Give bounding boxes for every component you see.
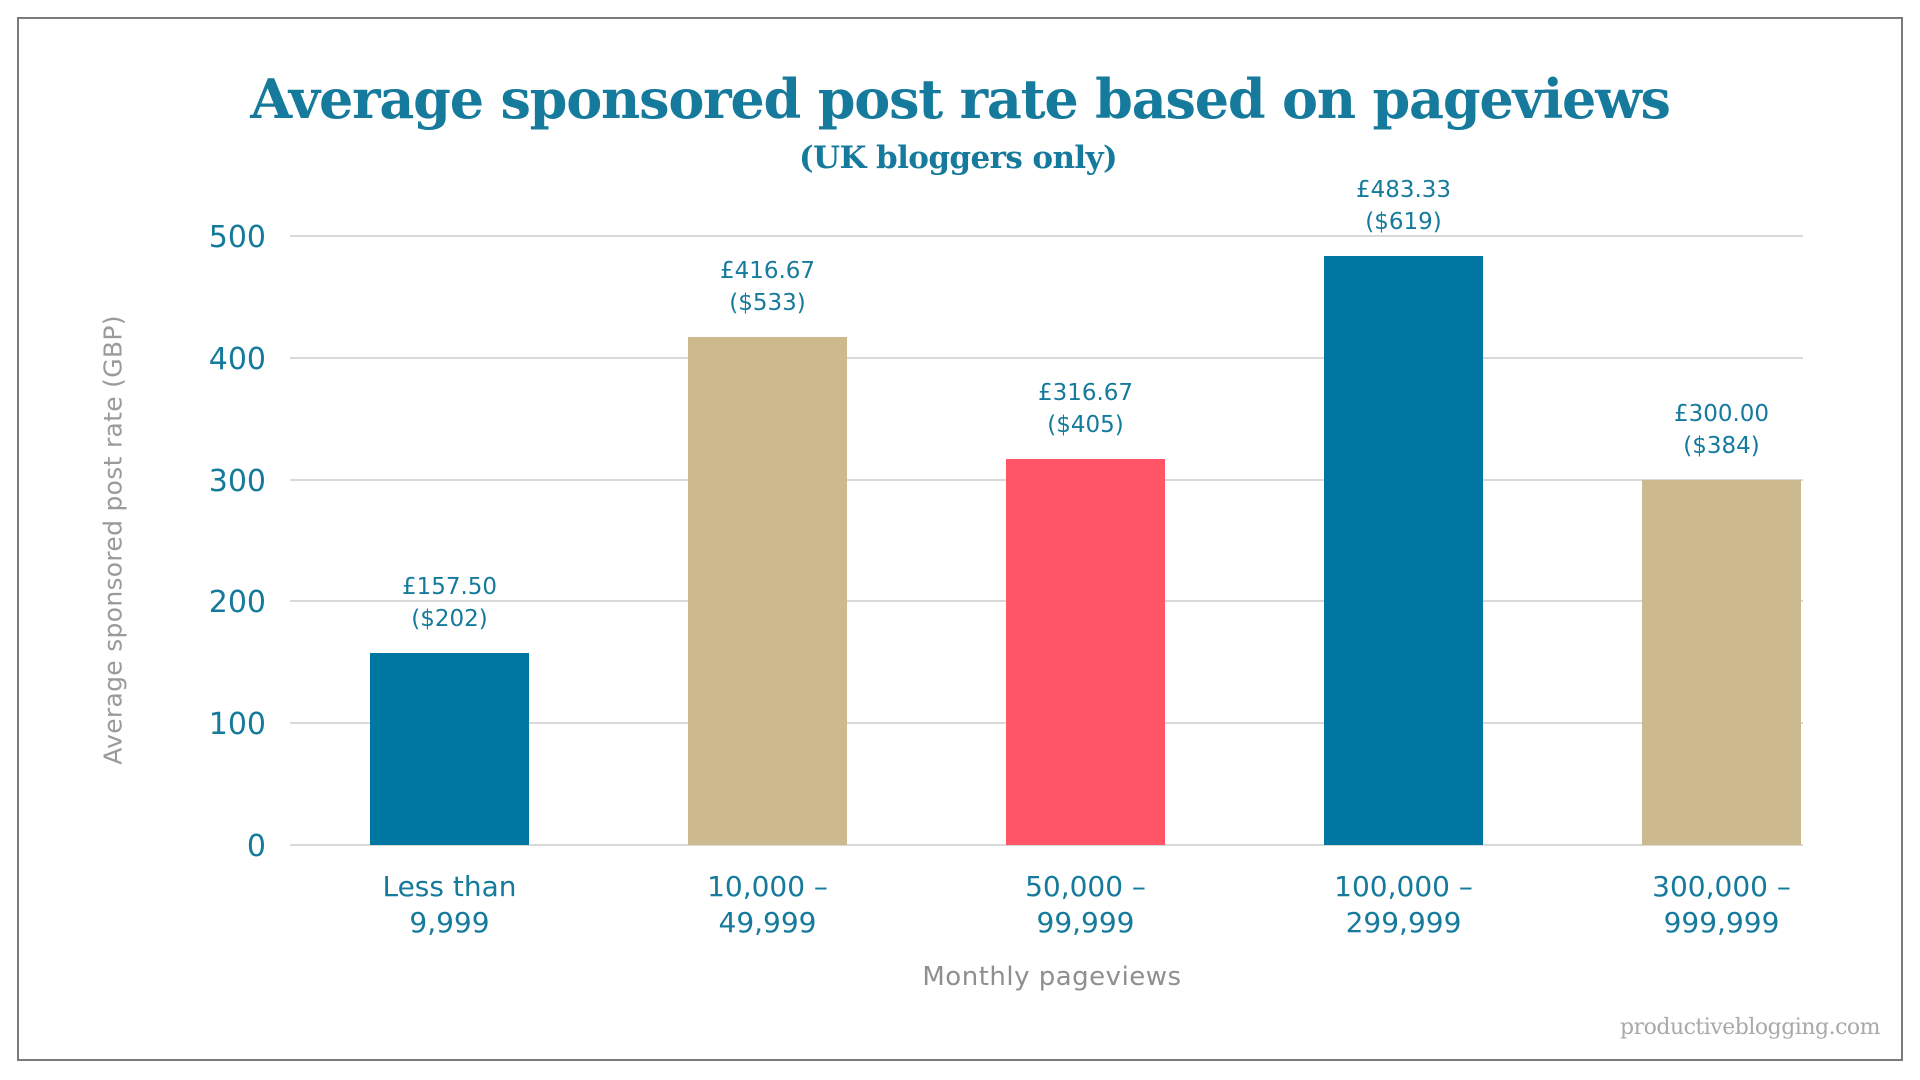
y-tick-label: 400	[208, 341, 266, 377]
y-tick-label: 200	[208, 585, 266, 621]
data-label-usd: ($202)	[411, 606, 488, 633]
gridline	[290, 844, 1803, 846]
data-label-gbp: £300.00	[1673, 400, 1770, 427]
y-tick-label: 500	[208, 220, 266, 255]
data-label: £157.50 ($202)	[340, 571, 560, 635]
x-axis-title: Monthly pageviews	[922, 962, 1182, 992]
data-label-gbp: £483.33	[1355, 177, 1452, 204]
x-tick-label-line: 999,999	[1663, 906, 1780, 939]
data-label-gbp: £316.67	[1037, 380, 1134, 407]
x-tick-label-line: 49,999	[718, 906, 817, 939]
y-tick-label: 100	[208, 707, 266, 743]
gridline	[290, 356, 1803, 359]
y-tick-label: 300	[208, 463, 266, 499]
bar	[1642, 479, 1801, 845]
data-label-usd: ($533)	[729, 290, 806, 317]
data-label-gbp: £157.50	[401, 574, 498, 601]
data-label: £300.00 ($384)	[1612, 398, 1832, 462]
x-tick-label-line: 299,999	[1345, 906, 1462, 939]
gridline	[290, 235, 1803, 237]
y-axis-title: Average sponsored post rate (GBP)	[98, 315, 128, 765]
y-tick-label: 0	[246, 829, 266, 864]
x-tick-label-line: 300,000 –	[1652, 870, 1791, 903]
bar	[370, 653, 529, 845]
data-label-gbp: £416.67	[719, 258, 816, 285]
data-label-usd: ($405)	[1047, 412, 1124, 439]
x-tick-label-line: 50,000 –	[1025, 870, 1146, 903]
data-label: £316.67 ($405)	[976, 377, 1196, 441]
data-label-usd: ($384)	[1683, 432, 1760, 459]
data-label: £483.33 ($619)	[1294, 174, 1514, 238]
x-tick-label-line: 99,999	[1036, 906, 1135, 939]
watermark: productiveblogging.com	[1620, 1015, 1880, 1040]
chart-title: Average sponsored post rate based on pag…	[250, 67, 1671, 131]
x-tick-label-line: 9,999	[409, 906, 490, 939]
x-tick-label: 50,000 –99,999	[956, 869, 1216, 941]
x-tick-label: 300,000 –999,999	[1592, 869, 1852, 941]
x-tick-label-line: 10,000 –	[707, 870, 828, 903]
x-tick-label: 10,000 –49,999	[638, 869, 898, 941]
data-label-usd: ($619)	[1365, 209, 1442, 236]
x-tick-label-line: Less than	[382, 870, 517, 903]
x-tick-label-line: 100,000 –	[1334, 870, 1473, 903]
bar	[1006, 459, 1165, 845]
data-label: £416.67 ($533)	[658, 255, 878, 319]
chart-frame	[17, 17, 1903, 1061]
chart-subtitle: (UK bloggers only)	[798, 140, 1118, 176]
bar	[688, 337, 847, 845]
x-tick-label: Less than 9,999	[320, 869, 580, 941]
bar	[1324, 256, 1483, 845]
x-tick-label: 100,000 –299,999	[1274, 869, 1534, 941]
